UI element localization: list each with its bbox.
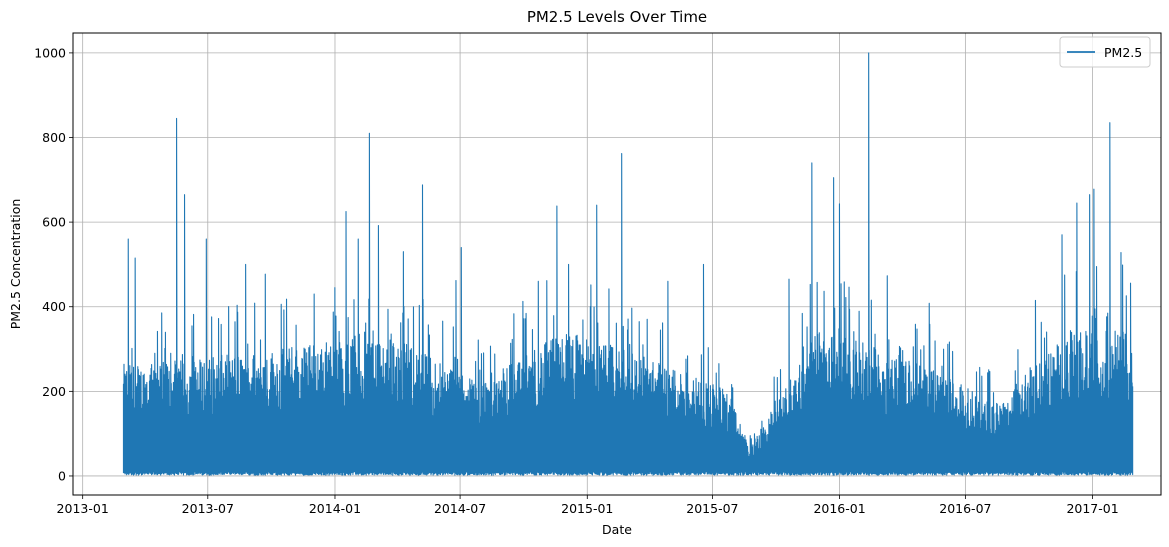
x-tick-label: 2016-01 (813, 501, 865, 516)
y-tick-label: 600 (42, 215, 66, 230)
chart-title: PM2.5 Levels Over Time (527, 8, 707, 26)
y-tick-label: 200 (42, 384, 66, 399)
series-line-pm25 (122, 52, 1134, 476)
y-tick-label: 800 (42, 130, 66, 145)
x-axis: 2013-01 2013-07 2014-01 2014-07 2015-01 2015-… (57, 495, 1119, 516)
x-tick-label: 2013-07 (182, 501, 234, 516)
y-axis: 0 200 400 600 800 1000 (34, 45, 73, 483)
legend: PM2.5 (1059, 36, 1151, 68)
y-tick-label: 1000 (34, 45, 66, 60)
y-tick-label: 0 (58, 468, 66, 483)
legend-label: PM2.5 (1104, 45, 1142, 60)
series-layer (122, 52, 1134, 476)
y-tick-label: 400 (42, 299, 66, 314)
x-tick-label: 2015-01 (561, 501, 613, 516)
x-tick-label: 2013-01 (57, 501, 109, 516)
x-tick-label: 2015-07 (686, 501, 738, 516)
x-axis-label: Date (602, 522, 632, 537)
x-tick-label: 2014-01 (309, 501, 361, 516)
x-tick-label: 2017-01 (1066, 501, 1118, 516)
plot-frame (72, 32, 1162, 496)
x-tick-label: 2014-07 (434, 501, 486, 516)
y-axis-label: PM2.5 Concentration (8, 199, 23, 330)
x-tick-label: 2016-07 (939, 501, 991, 516)
legend-box (1059, 36, 1151, 68)
